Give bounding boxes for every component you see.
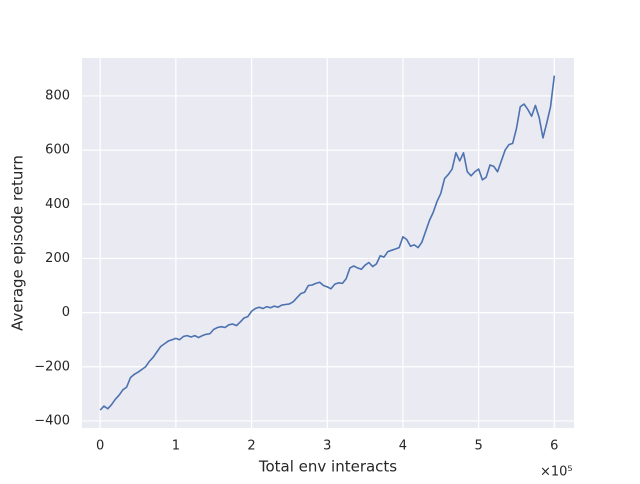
x-offset-label: ×10⁵ xyxy=(540,465,573,480)
data-line xyxy=(99,75,556,411)
x-tick-label: 6 xyxy=(550,439,558,454)
y-tick-label: −200 xyxy=(34,359,70,374)
x-tick-label: 3 xyxy=(323,439,331,454)
x-tick-label: 2 xyxy=(247,439,255,454)
y-tick-label: 400 xyxy=(45,197,70,212)
y-tick-label: 800 xyxy=(45,88,70,103)
x-tick-label: 5 xyxy=(474,439,482,454)
x-tick-label: 0 xyxy=(96,439,104,454)
plot-area xyxy=(82,58,574,428)
x-axis-label: Total env interacts xyxy=(258,458,397,476)
y-tick-label: 600 xyxy=(45,143,70,158)
y-tick-label: 200 xyxy=(45,251,70,266)
y-tick-label: −400 xyxy=(34,413,70,428)
x-tick-label: 4 xyxy=(399,439,407,454)
x-tick-label: 1 xyxy=(172,439,180,454)
y-tick-label: 0 xyxy=(62,305,70,320)
y-axis-label: Average episode return xyxy=(9,155,27,331)
